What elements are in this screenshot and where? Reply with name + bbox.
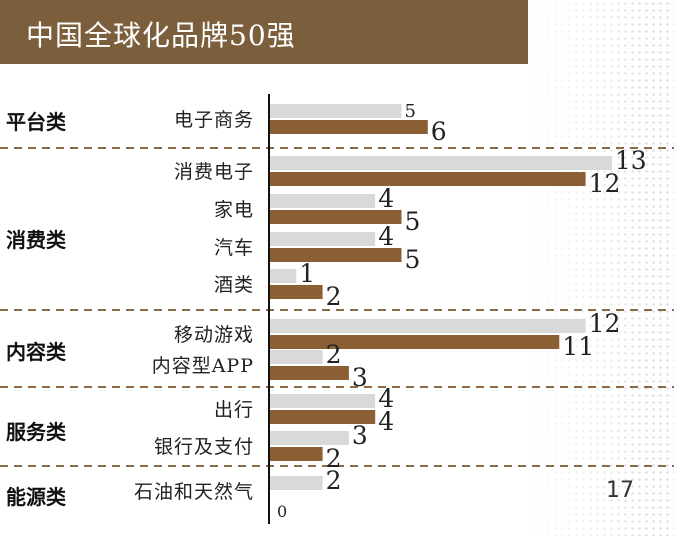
- bar-series-1: [270, 194, 376, 208]
- category-label: 移动游戏: [174, 324, 254, 346]
- group-label: 服务类: [6, 420, 66, 444]
- bar-series-2: [270, 410, 376, 424]
- bar-series-1: [270, 232, 376, 246]
- group-label: 消费类: [6, 228, 66, 252]
- data-label-series-2: 11: [562, 332, 594, 361]
- category-label: 家电: [214, 199, 254, 221]
- dot-pattern-decoration: [524, 0, 674, 536]
- category-label: 出行: [214, 399, 254, 421]
- bar-series-2: [270, 248, 402, 262]
- data-label-series-1: 5: [405, 101, 416, 122]
- bar-series-2: [270, 210, 402, 224]
- data-label-series-2: 0: [277, 502, 287, 521]
- bar-series-2: [270, 285, 323, 299]
- bar-series-2: [270, 120, 428, 134]
- bar-series-1: [270, 156, 612, 170]
- data-label-series-2: 4: [378, 407, 394, 436]
- data-label-series-2: 3: [352, 363, 368, 392]
- category-label: 酒类: [214, 274, 254, 296]
- bar-series-2: [270, 366, 349, 380]
- data-label-series-2: 12: [589, 169, 621, 198]
- data-label-series-2: 6: [431, 117, 447, 146]
- category-label: 电子商务: [174, 109, 254, 131]
- annotation-text: 17: [606, 478, 634, 503]
- data-label-series-1: 4: [378, 222, 394, 251]
- data-label-series-1: 13: [615, 146, 647, 175]
- data-label-series-2: 2: [326, 444, 342, 473]
- category-label: 银行及支付: [154, 436, 254, 458]
- data-label-series-1: 4: [378, 184, 394, 213]
- data-label-series-1: 2: [326, 466, 342, 495]
- data-label-series-1: 1: [299, 259, 315, 288]
- group-label: 平台类: [6, 110, 66, 134]
- bar-series-1: [270, 431, 349, 445]
- bar-series-1: [270, 394, 376, 408]
- data-label-series-2: 5: [405, 207, 421, 236]
- category-label: 汽车: [214, 237, 254, 259]
- bar-series-1: [270, 319, 586, 333]
- category-label: 消费电子: [174, 161, 254, 183]
- bar-series-2: [270, 172, 586, 186]
- category-label: 石油和天然气: [134, 481, 254, 503]
- data-label-series-1: 2: [326, 340, 342, 369]
- bar-series-2: [270, 447, 323, 461]
- group-label: 内容类: [6, 340, 66, 364]
- bar-series-2: [270, 335, 560, 349]
- bar-series-1: [270, 476, 323, 490]
- group-label: 能源类: [6, 485, 66, 509]
- data-label-series-1: 3: [352, 421, 368, 450]
- data-label-series-1: 4: [378, 384, 394, 413]
- data-label-series-2: 5: [405, 245, 421, 274]
- title-banner: 中国全球化品牌50强: [0, 0, 528, 64]
- bar-series-1: [270, 104, 402, 118]
- category-label: 内容型APP: [152, 355, 254, 377]
- bar-series-1: [270, 269, 297, 283]
- bar-series-1: [270, 350, 323, 364]
- data-label-series-1: 12: [589, 309, 621, 338]
- chart-title: 中国全球化品牌50强: [26, 19, 296, 52]
- data-label-series-2: 2: [326, 282, 342, 311]
